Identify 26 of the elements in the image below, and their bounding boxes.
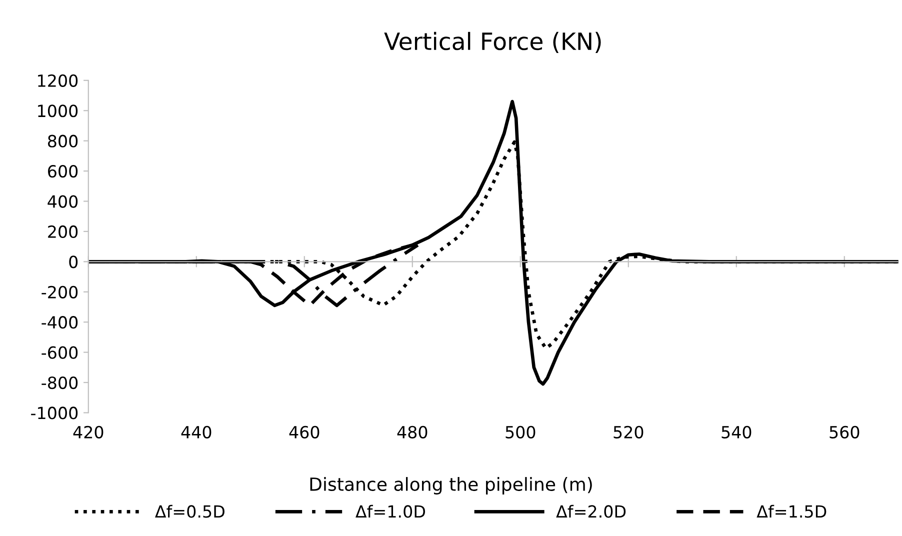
y-tick-label: 0 bbox=[69, 256, 78, 268]
y-tick-label: 200 bbox=[48, 225, 78, 238]
legend-label: Δf=1.0D bbox=[356, 504, 426, 518]
y-tick-label: 800 bbox=[48, 134, 78, 148]
x-axis-title: Distance along the pipeline (m) bbox=[310, 477, 592, 495]
y-tick-label: 600 bbox=[48, 164, 78, 178]
y-tick-label: 1000 bbox=[38, 104, 78, 118]
legend-label: Δf=2.0D bbox=[556, 504, 626, 518]
x-tick-label: 540 bbox=[722, 426, 752, 438]
y-tick-label: -400 bbox=[42, 316, 78, 329]
y-tick-label: -200 bbox=[42, 286, 78, 298]
y-tick-label: -600 bbox=[42, 346, 78, 359]
y-tick-label: 400 bbox=[48, 195, 78, 208]
x-tick-label: 440 bbox=[181, 426, 212, 438]
x-tick-label: 420 bbox=[73, 426, 104, 438]
legend-label: Δf=0.5D bbox=[154, 504, 224, 518]
y-tick-label: -800 bbox=[42, 376, 78, 390]
y-tick-label: -1000 bbox=[31, 406, 78, 420]
chart-title: Vertical Force (KN) bbox=[384, 32, 601, 53]
x-tick-label: 560 bbox=[830, 426, 860, 438]
x-tick-label: 500 bbox=[506, 426, 536, 438]
x-tick-label: 480 bbox=[397, 426, 428, 438]
x-tick-label: 520 bbox=[614, 426, 644, 438]
y-tick-label: 1200 bbox=[38, 74, 78, 87]
x-tick-label: 460 bbox=[289, 426, 320, 438]
legend-label: Δf=1.5D bbox=[756, 504, 826, 518]
